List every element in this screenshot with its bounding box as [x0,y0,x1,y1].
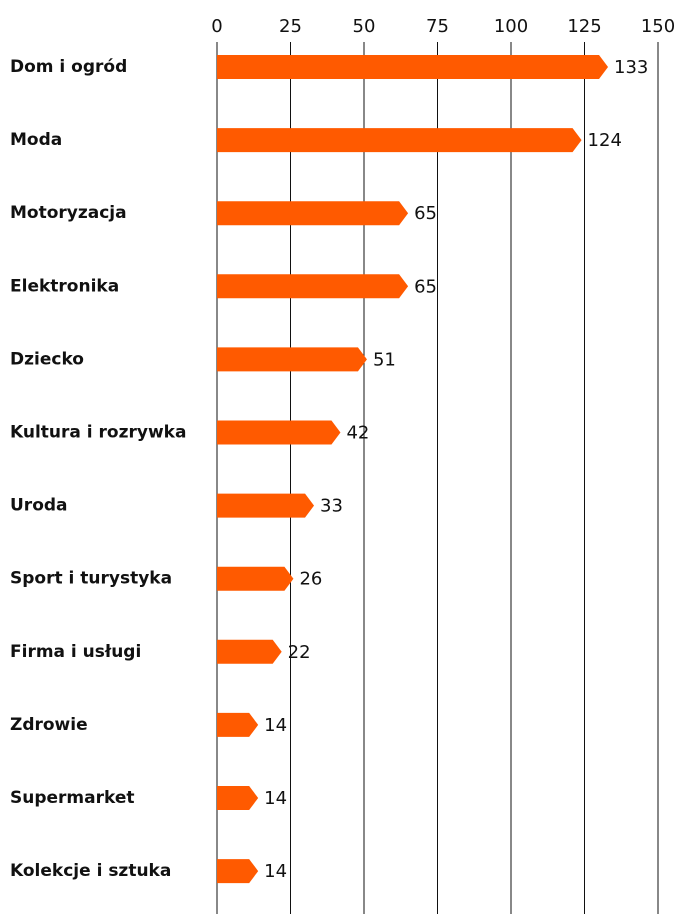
value-label: 65 [414,276,437,297]
category-label: Zdrowie [10,715,88,735]
bar [217,420,341,445]
x-tick-label: 100 [494,16,528,37]
value-label: 14 [264,861,287,882]
category-label: Supermarket [10,788,135,808]
value-label: 42 [346,423,369,444]
x-tick-label: 75 [426,16,449,37]
category-label: Kultura i rozrywka [10,423,186,443]
category-label: Firma i usługi [10,642,141,662]
category-label: Elektronika [10,276,119,296]
bar [217,128,582,153]
category-label: Sport i turystyka [10,569,172,589]
category-label: Dziecko [10,349,84,369]
bar [217,639,282,664]
value-label: 124 [588,130,622,151]
x-tick-label: 50 [353,16,376,37]
x-tick-label: 125 [567,16,601,37]
category-label: Uroda [10,496,68,516]
bar [217,201,409,226]
bar [217,347,367,372]
bar [217,493,315,518]
value-label: 14 [264,715,287,736]
x-tick-label: 150 [641,16,675,37]
category-label: Dom i ogród [10,57,127,77]
category-label: Motoryzacja [10,203,127,223]
value-label: 65 [414,203,437,224]
value-label: 51 [373,349,396,370]
bar [217,274,409,299]
category-label: Moda [10,130,62,150]
bar [217,566,294,591]
value-label: 26 [299,569,322,590]
value-label: 33 [320,496,343,517]
bar [217,55,609,79]
bar [217,786,259,810]
x-tick-label: 0 [211,16,222,37]
value-label: 22 [288,642,311,663]
bar [217,859,259,884]
category-label: Kolekcje i sztuka [10,861,171,881]
bar [217,712,259,737]
value-label: 133 [614,57,648,78]
x-tick-label: 25 [279,16,302,37]
value-label: 14 [264,788,287,809]
